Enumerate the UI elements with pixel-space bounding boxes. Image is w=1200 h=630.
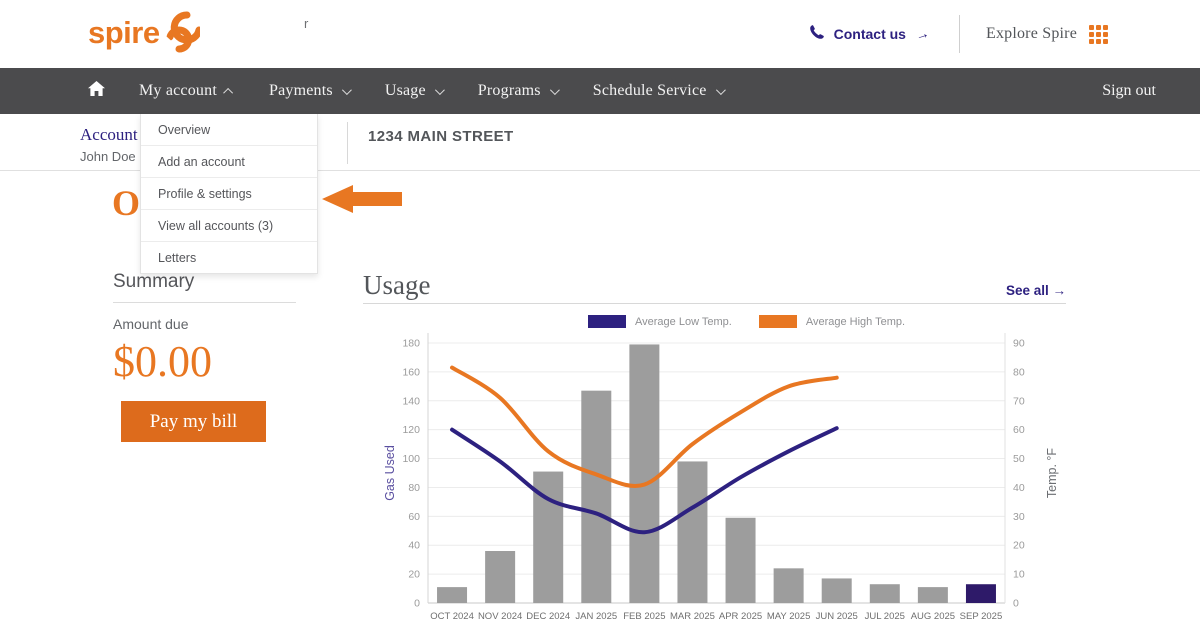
dropdown-item-letters[interactable]: Letters xyxy=(141,242,317,273)
chevron-down-icon xyxy=(549,84,560,95)
chevron-down-icon xyxy=(434,84,445,95)
chart-legend: Average Low Temp. Average High Temp. xyxy=(588,315,923,328)
legend-label-high-temp: Average High Temp. xyxy=(805,315,906,328)
nav-label-programs: Programs xyxy=(477,82,541,99)
summary-heading: Summary xyxy=(113,271,195,292)
summary-divider xyxy=(113,302,296,303)
nav-label-my-account: My account xyxy=(139,82,217,99)
pay-my-bill-button[interactable]: Pay my bill xyxy=(121,401,266,442)
svg-text:10: 10 xyxy=(1013,569,1025,581)
svg-text:DEC 2024: DEC 2024 xyxy=(526,611,570,622)
svg-text:Gas Used: Gas Used xyxy=(383,445,397,501)
dropdown-notch xyxy=(155,36,177,46)
svg-text:20: 20 xyxy=(1013,540,1025,552)
spire-logo[interactable]: spire xyxy=(88,10,203,58)
spire-flame-icon xyxy=(166,10,203,58)
svg-text:160: 160 xyxy=(402,366,420,378)
nav-label-payments: Payments xyxy=(268,82,333,99)
usage-divider xyxy=(363,303,1066,304)
svg-text:90: 90 xyxy=(1013,338,1025,350)
svg-text:0: 0 xyxy=(414,598,420,610)
svg-text:MAY 2025: MAY 2025 xyxy=(767,611,810,622)
svg-text:60: 60 xyxy=(1013,424,1025,436)
annotation-arrow-icon xyxy=(322,185,402,218)
svg-text:20: 20 xyxy=(408,569,420,581)
header-utility-links: Contact us → Explore Spire xyxy=(809,15,1108,53)
phone-icon xyxy=(809,24,825,45)
account-bar-divider xyxy=(347,122,348,164)
nav-label-schedule-service: Schedule Service xyxy=(592,82,707,99)
usage-chart-svg: 0 0 20 10 40 20 60 30 80 40 100 50 120 60 140 70 160 80 18… xyxy=(383,333,1059,622)
main-nav: My account Payments Usage Programs Sched… xyxy=(0,68,1200,114)
svg-text:NOV 2024: NOV 2024 xyxy=(478,611,522,622)
account-label: Account xyxy=(80,125,138,144)
home-icon xyxy=(88,81,105,101)
svg-text:APR 2025: APR 2025 xyxy=(719,611,762,622)
svg-text:80: 80 xyxy=(1013,366,1025,378)
service-address: 1234 MAIN STREET xyxy=(368,128,514,145)
account-label-occluded-remnant: r xyxy=(304,16,309,31)
svg-text:JUN 2025: JUN 2025 xyxy=(816,611,858,622)
svg-text:FEB 2025: FEB 2025 xyxy=(623,611,665,622)
nav-list: My account Payments Usage Programs Sched… xyxy=(139,68,726,114)
my-account-dropdown: Overview Add an account Profile & settin… xyxy=(140,114,318,274)
svg-text:30: 30 xyxy=(1013,511,1025,523)
contact-us-link[interactable]: Contact us → xyxy=(809,24,932,45)
dropdown-item-overview[interactable]: Overview xyxy=(141,114,317,146)
nav-item-schedule-service[interactable]: Schedule Service xyxy=(592,68,726,114)
svg-text:OCT 2024: OCT 2024 xyxy=(430,611,474,622)
legend-label-low-temp: Average Low Temp. xyxy=(635,315,732,328)
nav-item-usage[interactable]: Usage xyxy=(384,68,445,114)
svg-text:140: 140 xyxy=(402,395,420,407)
svg-text:80: 80 xyxy=(408,482,420,494)
contact-us-label: Contact us xyxy=(833,26,906,42)
dropdown-item-add-an-account[interactable]: Add an account xyxy=(141,146,317,178)
amount-due-value: $0.00 xyxy=(113,337,212,386)
explore-spire-label: Explore Spire xyxy=(985,25,1077,42)
spire-logo-text: spire xyxy=(88,14,160,50)
svg-text:120: 120 xyxy=(402,424,420,436)
svg-text:JAN 2025: JAN 2025 xyxy=(575,611,617,622)
svg-text:JUL 2025: JUL 2025 xyxy=(865,611,905,622)
chevron-down-icon xyxy=(341,84,352,95)
nav-label-usage: Usage xyxy=(384,82,426,99)
usage-section-header: Usage See all → xyxy=(363,270,1066,304)
legend-swatch-low-temp xyxy=(588,315,626,328)
svg-text:0: 0 xyxy=(1013,598,1019,610)
svg-text:Temp. °F: Temp. °F xyxy=(1045,448,1059,499)
see-all-link[interactable]: See all → xyxy=(1005,283,1066,298)
chevron-up-icon xyxy=(223,87,234,98)
contact-arrow-icon: → xyxy=(912,24,932,44)
sign-out-button[interactable]: Sign out xyxy=(1102,82,1156,99)
svg-text:180: 180 xyxy=(402,338,420,350)
svg-text:100: 100 xyxy=(402,453,420,465)
dropdown-item-profile-settings[interactable]: Profile & settings xyxy=(141,178,317,210)
nav-item-payments[interactable]: Payments xyxy=(268,68,352,114)
header-divider xyxy=(958,15,960,53)
amount-due-label: Amount due xyxy=(113,316,189,332)
dropdown-item-view-all-accounts[interactable]: View all accounts (3) xyxy=(141,210,317,242)
chevron-down-icon xyxy=(715,84,726,95)
usage-chart: Average Low Temp. Average High Temp. 0 0 2… xyxy=(380,310,1080,630)
svg-text:SEP 2025: SEP 2025 xyxy=(960,611,1003,622)
svg-text:60: 60 xyxy=(408,511,420,523)
nav-home-button[interactable] xyxy=(88,81,105,101)
explore-spire-link[interactable]: Explore Spire xyxy=(985,24,1108,44)
legend-swatch-high-temp xyxy=(758,315,797,328)
usage-heading: Usage xyxy=(363,270,431,300)
nav-item-programs[interactable]: Programs xyxy=(477,68,560,114)
svg-text:40: 40 xyxy=(1013,482,1025,494)
apps-grid-icon xyxy=(1089,24,1108,44)
top-header: spire Contact us → Explore Spir xyxy=(0,0,1200,68)
svg-text:50: 50 xyxy=(1013,453,1025,465)
svg-text:70: 70 xyxy=(1013,395,1025,407)
svg-text:40: 40 xyxy=(408,540,420,552)
svg-text:AUG 2025: AUG 2025 xyxy=(911,611,955,622)
nav-item-my-account[interactable]: My account xyxy=(139,68,234,114)
account-holder-name: John Doe xyxy=(80,149,136,164)
summary-section: Summary Amount due $0.00 xyxy=(113,271,303,387)
svg-text:MAR 2025: MAR 2025 xyxy=(670,611,715,622)
